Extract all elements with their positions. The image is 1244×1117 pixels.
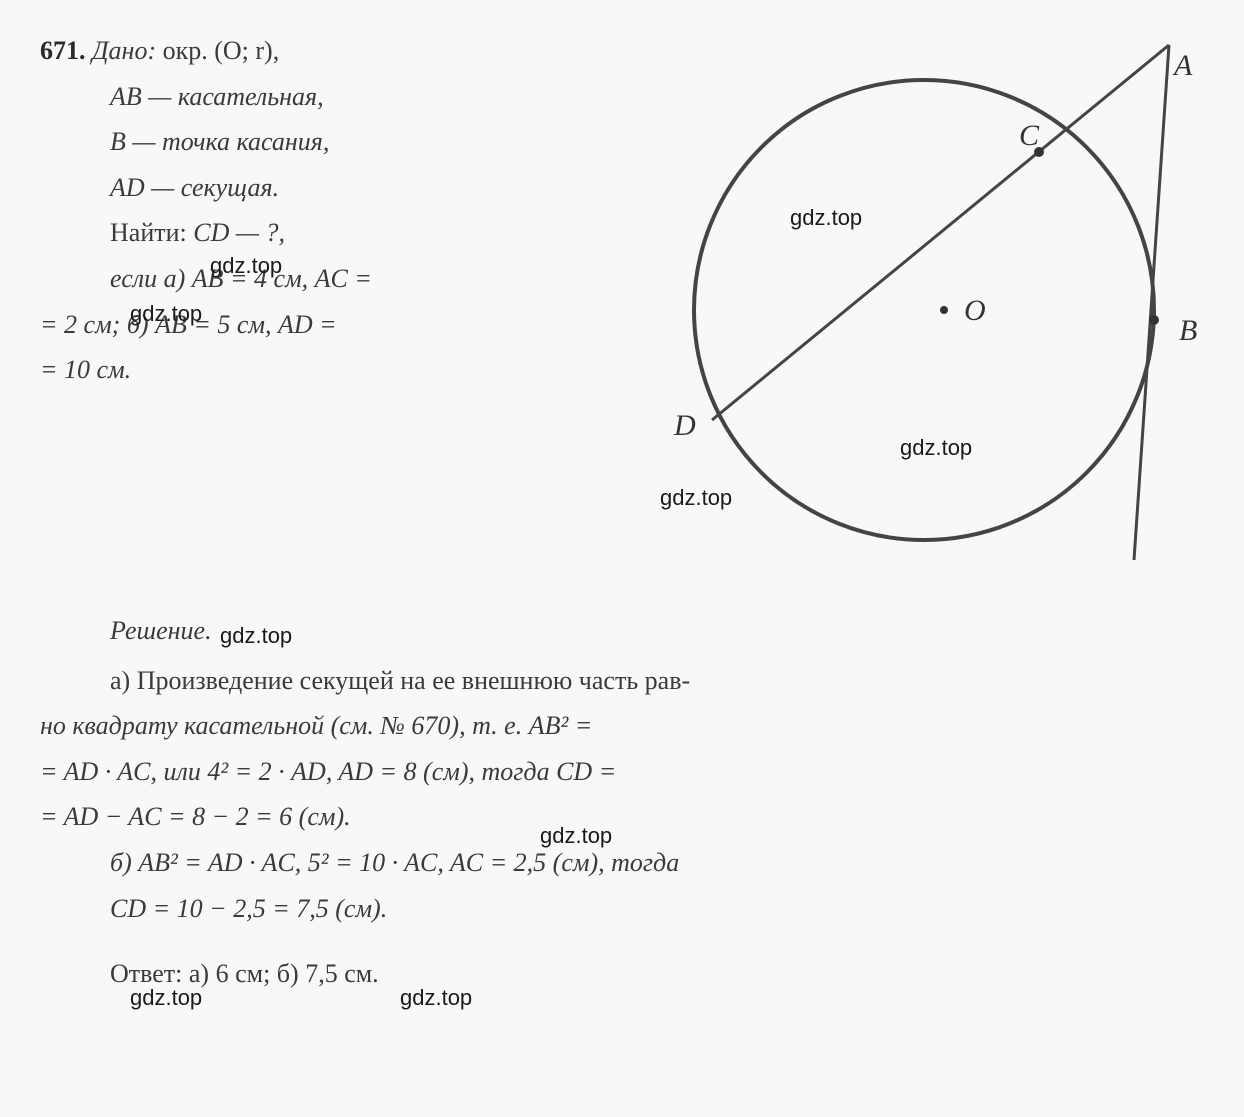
cond-a-3: = 10 см. — [40, 349, 624, 391]
sol-a3: = AD · AC, или 4² = 2 · AD, AD = 8 (см),… — [40, 751, 1204, 793]
given-line-2: B — точка касания, — [40, 121, 624, 163]
label-c: C — [1019, 119, 1040, 152]
answer-line: Ответ: а) 6 см; б) 7,5 см. — [40, 953, 1204, 995]
solution-body: а) Произведение секущей на ее внешнюю ча… — [40, 660, 1204, 930]
watermark-1: gdz.top — [210, 248, 282, 283]
cond-a-2: = 2 см; б) AB = 5 см, AD = — [40, 304, 624, 346]
cond-a-1: если а) AB = 4 см, AC = — [40, 258, 624, 300]
watermark-5: gdz.top — [660, 480, 732, 515]
sol-b1: б) AB² = AD · AC, 5² = 10 · AC, AC = 2,5… — [40, 842, 1204, 884]
sol-a1: а) Произведение секущей на ее внешнюю ча… — [40, 660, 1204, 702]
watermark-3: gdz.top — [790, 200, 862, 235]
watermark-8: gdz.top — [130, 980, 202, 1015]
label-d: D — [673, 409, 696, 442]
watermark-4: gdz.top — [900, 430, 972, 465]
label-b: B — [1179, 314, 1197, 347]
label-o: O — [964, 294, 986, 327]
sol-b2: CD = 10 − 2,5 = 7,5 (см). — [40, 888, 1204, 930]
problem-number: 671. — [40, 36, 86, 65]
watermark-9: gdz.top — [400, 980, 472, 1015]
answer-text: а) 6 см; б) 7,5 см. — [182, 959, 378, 988]
circle-outline — [694, 80, 1154, 540]
watermark-2: gdz.top — [130, 296, 202, 331]
point-b-dot — [1149, 315, 1159, 325]
given-main: окр. (O; r), — [156, 36, 279, 65]
tangent-line — [1134, 45, 1169, 560]
solution-heading: Решение. — [40, 610, 1204, 652]
sol-a4: = AD − AC = 8 − 2 = 6 (см). — [40, 796, 1204, 838]
watermark-7: gdz.top — [540, 818, 612, 853]
find-text: CD — ?, — [187, 218, 285, 247]
secant-line — [712, 45, 1169, 420]
watermark-6: gdz.top — [220, 618, 292, 653]
label-a: A — [1172, 49, 1193, 82]
given-line-1: AB — касательная, — [40, 76, 624, 118]
sol-a2: но квадрату касательной (см. № 670), т. … — [40, 705, 1204, 747]
given-line-3: AD — секущая. — [40, 167, 624, 209]
center-dot — [940, 306, 948, 314]
find-label: Найти: — [110, 218, 187, 247]
given-block: 671. Дано: окр. (O; r), AB — касательная… — [40, 30, 624, 580]
given-label: Дано: — [92, 36, 156, 65]
given-first-line: 671. Дано: окр. (O; r), — [40, 30, 624, 72]
find-line: Найти: CD — ?, — [40, 212, 624, 254]
